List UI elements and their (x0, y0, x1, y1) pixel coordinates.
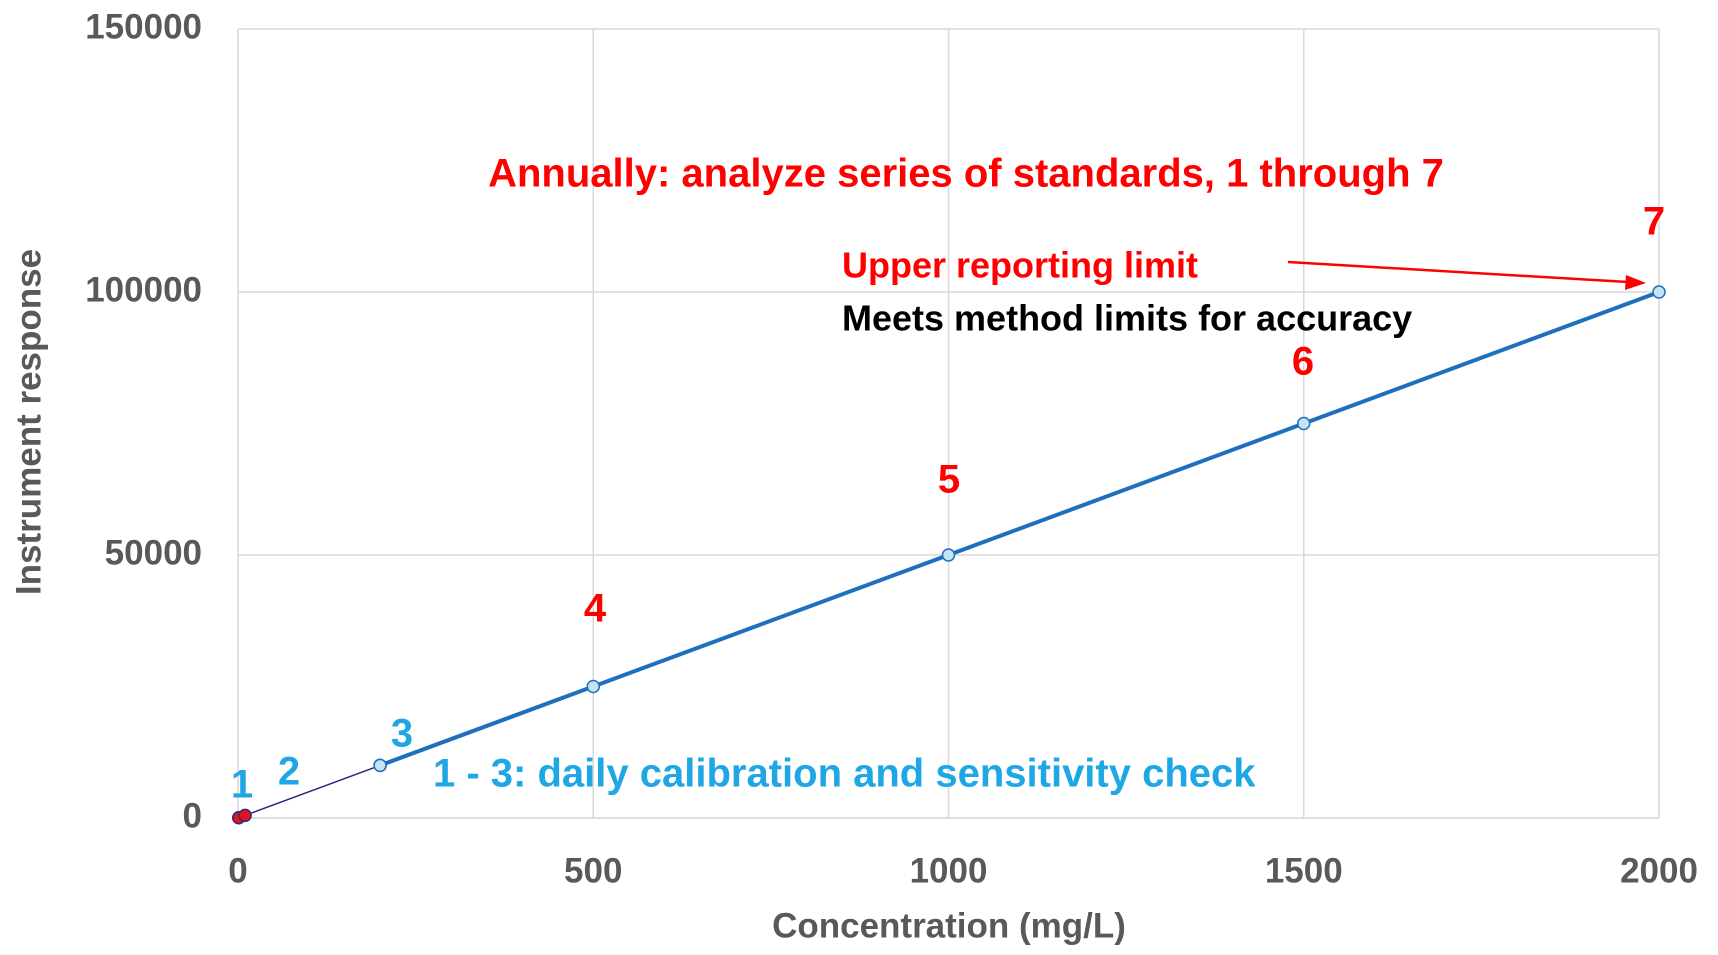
data-point (239, 809, 251, 821)
annotation: Upper reporting limit (842, 245, 1198, 286)
x-axis-title: Concentration (mg/L) (772, 906, 1126, 945)
point-label: 6 (1292, 340, 1314, 384)
series-line (380, 292, 1659, 765)
point-label: 7 (1643, 200, 1665, 244)
y-tick-label: 50000 (105, 533, 202, 572)
point-label: 4 (584, 587, 607, 631)
x-tick-label: 500 (564, 851, 622, 890)
point-label: 1 (231, 763, 253, 807)
series-line (239, 765, 380, 817)
annotation: 1 - 3: daily calibration and sensitivity… (433, 752, 1256, 796)
x-tick-label: 0 (228, 851, 247, 890)
annotation: Annually: analyze series of standards, 1… (488, 152, 1444, 196)
y-tick-label: 150000 (85, 7, 202, 46)
annotation: Meets method limits for accuracy (842, 298, 1412, 339)
y-tick-label: 100000 (85, 270, 202, 309)
y-axis-title: Instrument response (9, 249, 48, 595)
x-tick-label: 1000 (910, 851, 988, 890)
arrow-head (1625, 275, 1646, 290)
data-point (587, 681, 599, 693)
x-tick-label: 1500 (1265, 851, 1343, 890)
data-point (1653, 286, 1665, 298)
y-tick-label: 0 (183, 796, 202, 835)
chart: Concentration (mg/L) Instrument response… (0, 0, 1718, 950)
point-label: 5 (938, 458, 960, 502)
page: {"chart_data": { "type": "line", "x_labe… (0, 0, 1718, 950)
data-point (943, 549, 955, 561)
x-tick-label: 2000 (1620, 851, 1698, 890)
point-label: 3 (391, 712, 413, 756)
point-label: 2 (278, 750, 300, 794)
arrow-line (1288, 262, 1628, 282)
data-point (1298, 418, 1310, 430)
data-point (374, 759, 386, 771)
